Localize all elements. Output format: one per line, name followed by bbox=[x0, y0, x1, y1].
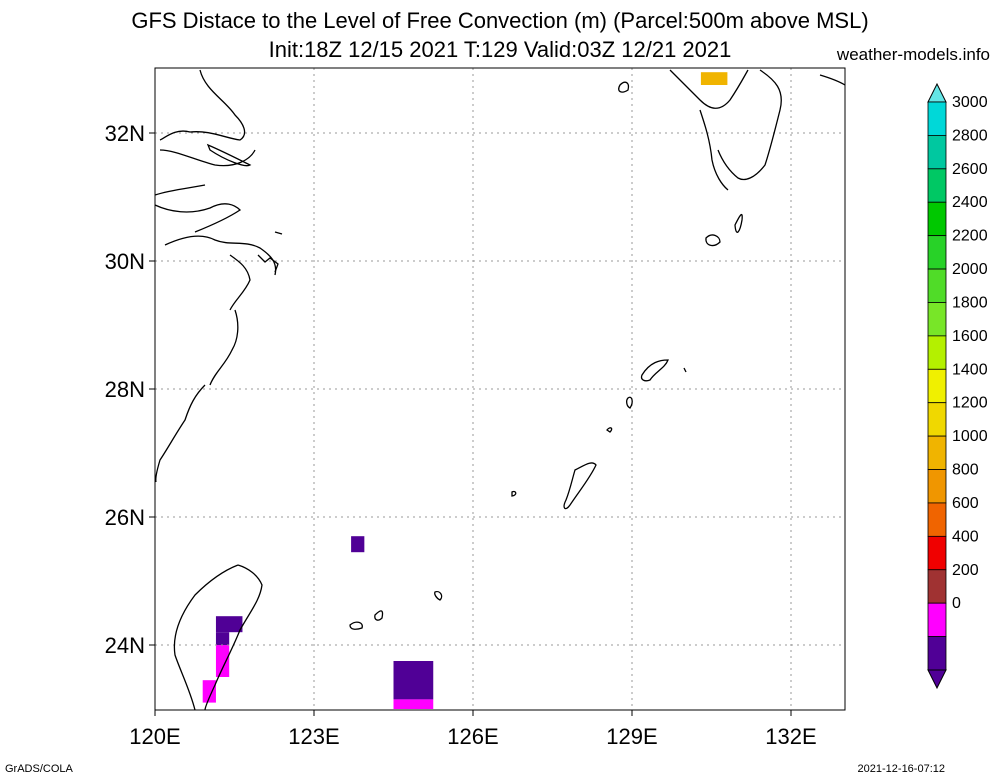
colorbar-segment bbox=[927, 569, 947, 604]
lon-label: 132E bbox=[765, 724, 816, 749]
site-credit: weather-models.info bbox=[836, 45, 990, 64]
colorbar-segment bbox=[927, 502, 947, 537]
colorbar-label: 400 bbox=[952, 528, 979, 545]
colorbar-label: 0 bbox=[952, 595, 961, 612]
lon-label: 129E bbox=[606, 724, 657, 749]
colorbar-segment bbox=[927, 469, 947, 504]
colorbar-top-arrow bbox=[927, 82, 947, 103]
lon-labels: 120E 123E 126E 129E 132E bbox=[129, 724, 816, 749]
colorbar-label: 1400 bbox=[952, 361, 988, 378]
colorbar-label: 200 bbox=[952, 562, 979, 579]
colorbar-label: 1800 bbox=[952, 294, 988, 311]
lat-label: 24N bbox=[105, 633, 145, 658]
gridlines bbox=[155, 68, 845, 710]
colorbar: 3000280026002400220020001800160014001200… bbox=[927, 82, 988, 690]
colorbar-segment bbox=[927, 636, 947, 671]
field-cell bbox=[202, 680, 216, 703]
coastlines bbox=[154, 69, 846, 711]
colorbar-bottom-arrow bbox=[927, 669, 947, 690]
colorbar-label: 600 bbox=[952, 495, 979, 512]
lat-label: 26N bbox=[105, 505, 145, 530]
field-cell bbox=[215, 645, 230, 677]
lat-label: 32N bbox=[105, 121, 145, 146]
colorbar-segment bbox=[927, 135, 947, 170]
lat-labels: 32N 30N 28N 26N 24N bbox=[105, 121, 145, 658]
field-cell bbox=[215, 632, 230, 645]
colorbar-label: 2400 bbox=[952, 194, 988, 211]
lon-label: 126E bbox=[447, 724, 498, 749]
colorbar-segment bbox=[927, 235, 947, 270]
colorbar-segment bbox=[927, 335, 947, 370]
field-layer bbox=[202, 72, 728, 709]
colorbar-segment bbox=[927, 535, 947, 571]
map-title: GFS Distace to the Level of Free Convect… bbox=[131, 8, 869, 33]
lat-label: 30N bbox=[105, 249, 145, 274]
colorbar-label: 2000 bbox=[952, 261, 988, 278]
colorbar-segment bbox=[927, 435, 947, 470]
colorbar-segment bbox=[927, 602, 947, 637]
colorbar-label: 1000 bbox=[952, 428, 988, 445]
colorbar-label: 2600 bbox=[952, 161, 988, 178]
colorbar-label: 800 bbox=[952, 462, 979, 479]
colorbar-segment bbox=[927, 268, 947, 303]
colorbar-segment bbox=[927, 101, 947, 136]
colorbar-segment bbox=[927, 201, 947, 237]
field-cell bbox=[351, 536, 365, 553]
colorbar-segment bbox=[927, 168, 947, 203]
colorbar-label: 1200 bbox=[952, 395, 988, 412]
colorbar-label: 1600 bbox=[952, 328, 988, 345]
lon-label: 120E bbox=[129, 724, 180, 749]
colorbar-label: 2800 bbox=[952, 127, 988, 144]
lon-label: 123E bbox=[288, 724, 339, 749]
colorbar-segment bbox=[927, 402, 947, 437]
footer-credit: GrADS/COLA bbox=[5, 763, 73, 775]
map-subtitle: Init:18Z 12/15 2021 T:129 Valid:03Z 12/2… bbox=[268, 37, 732, 62]
colorbar-segment bbox=[927, 302, 947, 337]
colorbar-segment bbox=[927, 368, 947, 404]
field-cell bbox=[393, 699, 434, 709]
footer-timestamp: 2021-12-16-07:12 bbox=[857, 763, 945, 775]
field-cell bbox=[700, 72, 728, 85]
colorbar-label: 2200 bbox=[952, 228, 988, 245]
lat-label: 28N bbox=[105, 377, 145, 402]
field-cell bbox=[215, 616, 243, 633]
field-cell bbox=[393, 661, 434, 700]
colorbar-label: 3000 bbox=[952, 94, 988, 111]
ticks bbox=[149, 132, 792, 716]
